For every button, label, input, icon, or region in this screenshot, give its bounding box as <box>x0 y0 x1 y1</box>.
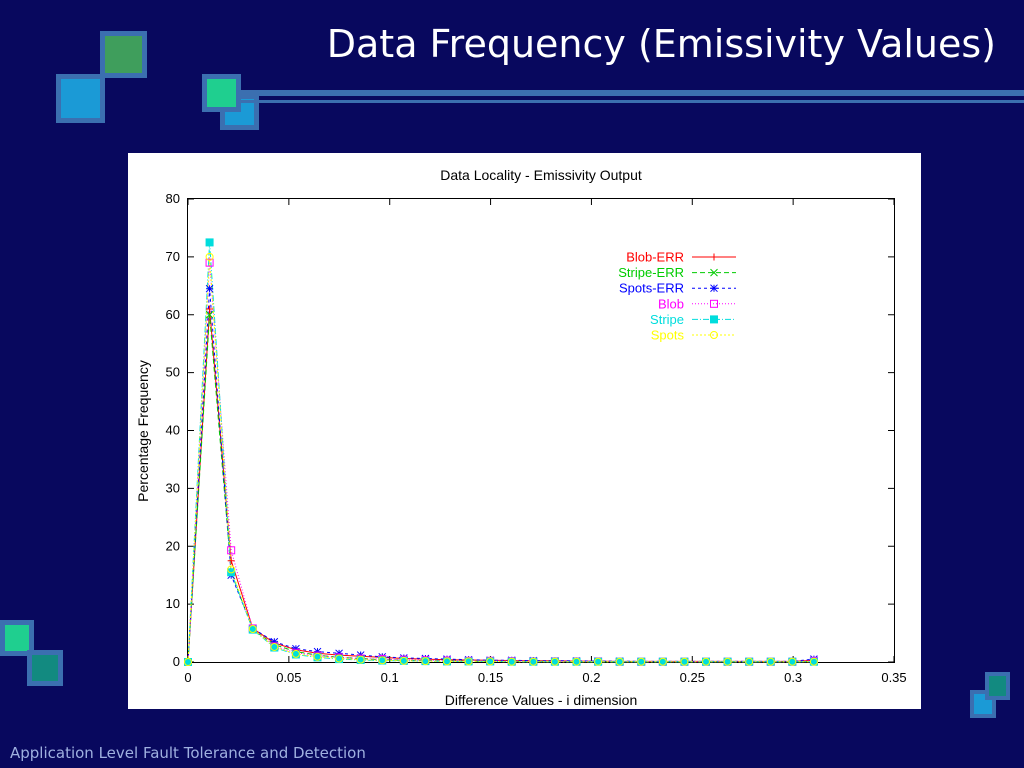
data-point-spots <box>205 252 214 261</box>
data-point-spots-err <box>292 644 300 653</box>
x-tick-label: 0.2 <box>582 670 600 685</box>
series-lines <box>187 242 814 663</box>
y-tick-label: 60 <box>166 307 180 322</box>
data-point-spots <box>248 625 257 634</box>
data-point-spots-err <box>205 284 214 293</box>
y-axis-label: Percentage Frequency <box>135 360 151 502</box>
data-point-spots <box>464 657 473 666</box>
plot-frame <box>187 198 895 663</box>
line-chart: Data Locality - Emissivity Output 0 0.05 0… <box>135 167 907 708</box>
y-tick-label: 40 <box>166 423 180 438</box>
data-point-spots-err <box>335 649 343 658</box>
legend-label: Spots <box>651 328 685 343</box>
data-point-spots <box>529 657 538 666</box>
y-tick-label: 50 <box>166 365 180 380</box>
data-point-spots <box>723 657 732 666</box>
legend-label: Stripe <box>650 312 684 327</box>
data-point-spots <box>378 656 387 665</box>
legend-swatch-marker <box>710 315 718 324</box>
x-tick-label: 0.15 <box>478 670 503 685</box>
legend-label: Spots-ERR <box>619 281 684 296</box>
data-point-stripe <box>205 238 214 247</box>
data-point-spots <box>658 657 667 666</box>
chart-title: Data Locality - Emissivity Output <box>440 167 642 183</box>
data-point-spots <box>443 657 452 666</box>
data-point-spots <box>313 652 322 661</box>
deco-line-top <box>240 90 1024 96</box>
data-point-spots <box>615 657 624 666</box>
data-point-spots <box>421 657 430 666</box>
data-point-blob-err <box>227 557 235 565</box>
data-point-spots <box>572 657 581 666</box>
x-axis-label: Difference Values - i dimension <box>445 692 637 708</box>
x-tick-label: 0.3 <box>784 670 802 685</box>
x-tick-label: 0.35 <box>881 670 906 685</box>
deco-line-bottom <box>240 100 1024 103</box>
data-point-spots <box>399 656 408 665</box>
data-point-spots <box>637 657 646 666</box>
deco-square-teal <box>202 74 241 112</box>
data-point-spots <box>335 654 344 663</box>
x-tick-label: 0 <box>184 670 191 685</box>
legend: Blob-ERRStripe-ERRSpots-ERRBlobStripeSpo… <box>618 250 736 343</box>
deco-square-green <box>100 31 147 78</box>
data-point-spots <box>680 657 689 666</box>
data-point-spots-err <box>313 647 322 656</box>
deco-square-teal-right <box>985 672 1010 700</box>
data-point-spots <box>788 657 797 666</box>
deco-square-darkteal-bottom <box>27 650 63 686</box>
legend-swatch-marker <box>710 284 718 293</box>
series-line-spots <box>187 256 814 663</box>
data-point-blob <box>205 258 214 267</box>
y-tick-label: 70 <box>166 249 180 264</box>
data-point-spots <box>356 655 365 664</box>
chart-panel: Data Locality - Emissivity Output 0 0.05 0… <box>128 153 921 709</box>
data-point-spots <box>227 565 236 574</box>
axis-ticks: 0 0.05 0.1 0.15 0.2 0.25 0.3 0.35 0 10 20 30 40 50 60 7… <box>166 191 907 685</box>
series-line-stripe-err <box>187 314 814 663</box>
y-tick-label: 0 <box>173 654 180 669</box>
data-point-spots <box>291 649 300 658</box>
series-line-spots-err <box>187 288 814 663</box>
legend-label: Stripe-ERR <box>618 265 684 280</box>
data-point-spots <box>184 658 192 666</box>
data-point-spots <box>507 657 516 666</box>
data-point-spots <box>745 657 754 666</box>
data-point-blob-err <box>206 305 214 313</box>
legend-swatch-marker <box>710 268 718 277</box>
slide-footer: Application Level Fault Tolerance and De… <box>10 744 366 762</box>
data-point-spots <box>270 642 279 651</box>
data-point-blob <box>227 546 236 555</box>
data-point-stripe-err <box>205 310 214 319</box>
y-tick-label: 20 <box>166 538 180 553</box>
data-point-spots <box>594 657 603 666</box>
y-tick-label: 10 <box>166 596 180 611</box>
legend-swatch-marker <box>710 253 718 261</box>
deco-square-teal-bottom <box>0 620 34 656</box>
deco-square-blue-right <box>970 690 996 718</box>
data-point-spots-err <box>270 637 279 646</box>
x-tick-label: 0.1 <box>381 670 399 685</box>
data-point-stripe <box>227 568 236 577</box>
legend-swatch-marker <box>710 299 718 308</box>
y-tick-label: 30 <box>166 480 180 495</box>
data-point-spots <box>550 657 559 666</box>
deco-square-blue <box>56 74 105 123</box>
data-point-spots <box>486 657 495 666</box>
data-point-spots <box>702 657 711 666</box>
series-markers <box>184 238 818 666</box>
x-tick-label: 0.25 <box>680 670 705 685</box>
series-line-stripe <box>187 242 814 663</box>
series-line-blob-err <box>187 308 814 663</box>
series-line-blob <box>187 262 814 663</box>
data-point-spots <box>766 657 775 666</box>
x-tick-label: 0.05 <box>276 670 301 685</box>
legend-label: Blob <box>658 296 684 311</box>
y-tick-label: 80 <box>166 191 180 206</box>
legend-label: Blob-ERR <box>626 250 684 265</box>
legend-swatch-marker <box>710 331 718 339</box>
slide-title: Data Frequency (Emissivity Values) <box>326 22 996 66</box>
data-point-spots <box>809 657 818 666</box>
